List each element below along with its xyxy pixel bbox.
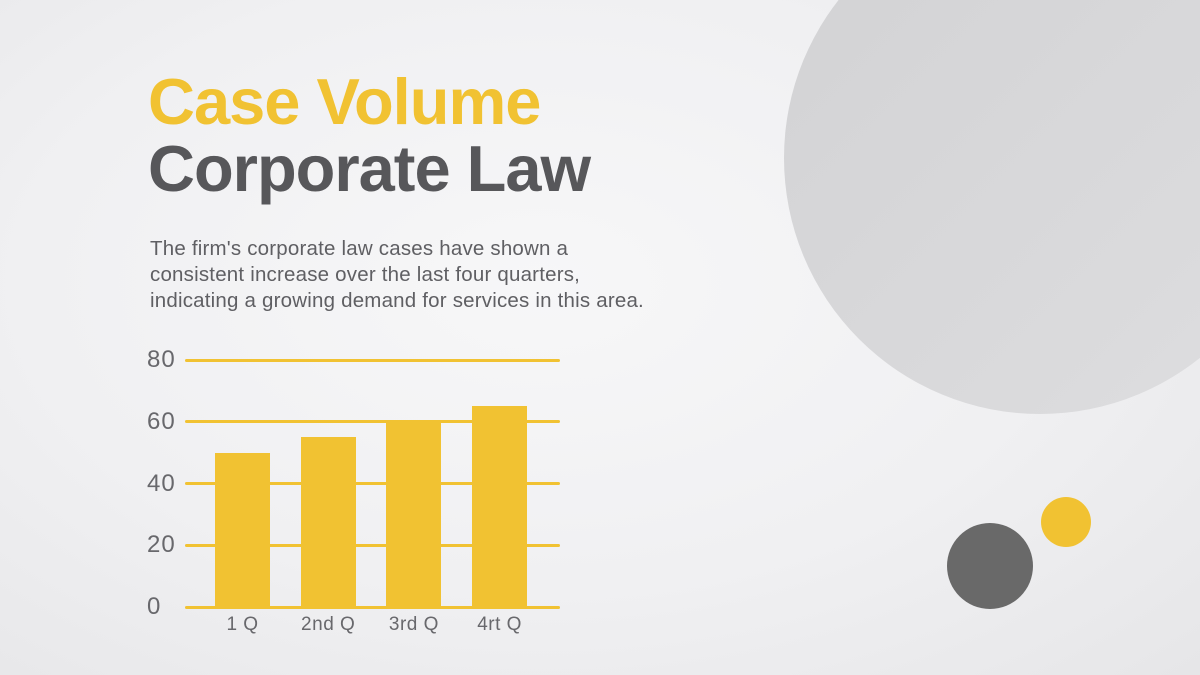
slide-description: The firm's corporate law cases have show… xyxy=(150,236,644,314)
gridline-60 xyxy=(185,420,560,424)
decorative-circle-large xyxy=(784,0,1200,414)
gridline-40 xyxy=(185,482,560,485)
description-line-1: The firm's corporate law cases have show… xyxy=(150,237,569,260)
gridline-0 xyxy=(185,605,560,609)
x-axis-label-2nd-q: 2nd Q xyxy=(301,614,356,635)
bar-3rd-q xyxy=(386,421,442,607)
y-axis-tick-40: 40 xyxy=(147,469,176,497)
y-axis-tick-80: 80 xyxy=(147,346,176,373)
description-line-3: indicating a growing demand for services… xyxy=(150,289,644,312)
bar-4rt-q xyxy=(472,406,528,607)
y-axis-tick-60: 60 xyxy=(147,407,176,435)
title-dark-line: Corporate Law xyxy=(148,132,591,205)
decorative-circle-gray xyxy=(947,523,1033,609)
gridline-80 xyxy=(185,358,560,362)
title-accent-line: Case Volume xyxy=(148,65,541,138)
bar-1-q xyxy=(215,452,270,607)
x-axis-label-3rd-q: 3rd Q xyxy=(388,614,439,635)
gridline-20 xyxy=(185,543,560,547)
bar-chart: 80 60 40 20 0 1 Q 2nd Q 3rd Q 4rt Q xyxy=(147,346,560,635)
y-axis-tick-20: 20 xyxy=(147,531,176,559)
y-axis-tick-0: 0 xyxy=(147,593,162,620)
x-axis-label-1-q: 1 Q xyxy=(226,614,259,635)
decorative-circle-yellow xyxy=(1041,497,1091,547)
page-title: Case Volume Corporate Law xyxy=(148,65,591,205)
description-line-2: consistent increase over the last four q… xyxy=(150,263,581,286)
x-axis-label-4rt-q: 4rt Q xyxy=(477,614,522,635)
bar-2nd-q xyxy=(300,437,356,607)
